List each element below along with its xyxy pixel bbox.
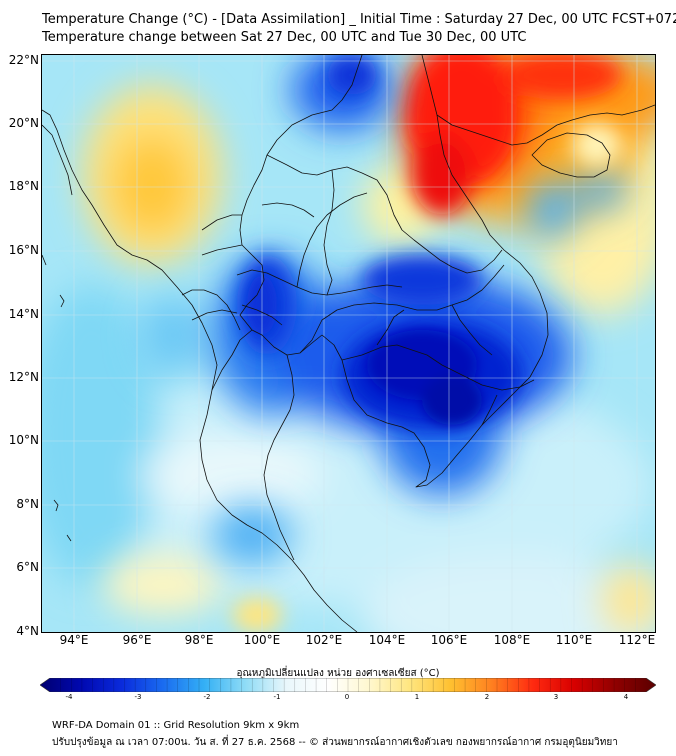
- lat-label-20n: 20°N: [8, 116, 39, 130]
- map-subtitle: Temperature change between Sat 27 Dec, 0…: [42, 30, 527, 45]
- lat-label-6n: 6°N: [16, 560, 39, 574]
- lat-label-12n: 12°N: [8, 370, 39, 384]
- lon-label-98e: 98°E: [184, 633, 214, 647]
- lat-label-4n: 4°N: [16, 624, 39, 638]
- colorbar-tick-label: 0: [344, 693, 350, 701]
- lon-label-96e: 96°E: [122, 633, 152, 647]
- lon-label-106e: 106°E: [430, 633, 468, 647]
- colorbar-title: อุณหภูมิเปลี่ยนแปลง หน่วย องศาเซลเซียส (…: [236, 668, 440, 679]
- colorbar-tick-label: -4: [65, 693, 73, 701]
- lon-label-112e: 112°E: [618, 633, 656, 647]
- coastlines-and-borders: [42, 55, 655, 632]
- map-title: Temperature Change (°C) - [Data Assimila…: [42, 12, 676, 27]
- lat-label-16n: 16°N: [8, 243, 39, 257]
- temperature-field: [42, 55, 655, 632]
- footer-credit: ปรับปรุงข้อมูล ณ เวลา 07:00น. วัน ส. ที่…: [52, 737, 618, 748]
- grid-lines: [42, 55, 655, 632]
- footer-domain-info: WRF-DA Domain 01 :: Grid Resolution 9km …: [52, 720, 300, 731]
- lat-label-8n: 8°N: [16, 497, 39, 511]
- colorbar-tick-label: -3: [134, 693, 142, 701]
- colorbar-tick-label: 3: [553, 693, 559, 701]
- colorbar: [40, 678, 656, 692]
- colorbar-tick-label: 4: [623, 693, 629, 701]
- lon-label-104e: 104°E: [368, 633, 406, 647]
- lat-label-14n: 14°N: [8, 307, 39, 321]
- temperature-change-map: [41, 54, 656, 633]
- lat-label-18n: 18°N: [8, 179, 39, 193]
- lon-label-108e: 108°E: [493, 633, 531, 647]
- lon-label-94e: 94°E: [59, 633, 89, 647]
- colorbar-tick-label: -1: [273, 693, 281, 701]
- lon-label-100e: 100°E: [243, 633, 281, 647]
- colorbar-tick-label: -2: [203, 693, 211, 701]
- colorbar-tick-label: 2: [484, 693, 490, 701]
- lon-label-110e: 110°E: [555, 633, 593, 647]
- colorbar-tick-label: 1: [414, 693, 420, 701]
- lon-label-102e: 102°E: [305, 633, 343, 647]
- lat-label-22n: 22°N: [8, 53, 39, 67]
- lat-label-10n: 10°N: [8, 433, 39, 447]
